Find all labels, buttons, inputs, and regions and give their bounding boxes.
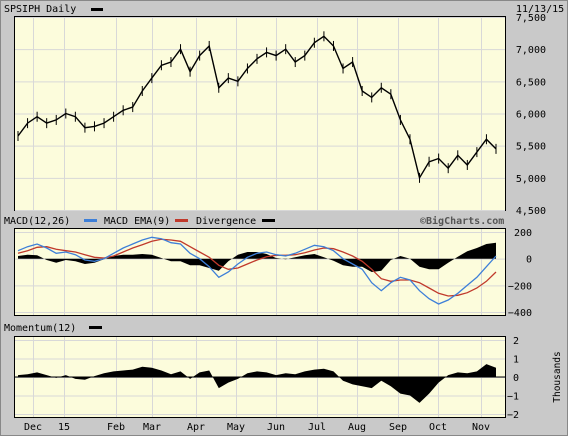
momentum-series [15,364,505,403]
momentum-y-tick-label: −2 [507,410,519,421]
macd-y-tick-label: 200 [514,228,532,239]
momentum-unit-label: Thousands [552,351,563,402]
price-y-tick-label: 4,500 [516,206,546,217]
divergence-label: Divergence [196,216,256,227]
x-tick-label: May [227,422,245,433]
x-tick-label: Sep [389,422,407,433]
momentum-legend-swatch [89,326,102,329]
macd-y-tick-label: −400 [508,308,532,319]
x-tick-label: Oct [429,422,447,433]
macd-line [17,236,497,305]
macd-y-tick-label: 0 [526,255,532,266]
price-series [17,31,497,183]
bigcharts-credit: ©BigCharts.com [420,215,504,227]
momentum-axis-labels: 2 1 0 −1 −2 [507,336,519,421]
x-tick-label: Jun [267,422,285,433]
chart-date: 11/13/15 [516,4,564,15]
x-tick-label: Jul [308,422,326,433]
macd-ema-line [17,238,497,297]
price-grid [15,17,505,211]
macd-ema-label: MACD EMA(9) [104,216,170,227]
x-tick-label: Aug [348,422,366,433]
x-tick-label: Mar [143,422,161,433]
momentum-label: Momentum(12) [4,323,76,334]
price-axis-labels: 4,500 5,000 5,500 6,000 6,500 7,000 7,500 [516,13,546,217]
macd-legend-swatch [84,219,97,222]
momentum-y-tick-label: 1 [513,355,519,366]
momentum-area [18,364,496,403]
x-tick-label: Apr [187,422,205,433]
price-y-tick-label: 7,500 [516,13,546,24]
price-legend-swatch [91,8,103,11]
price-y-tick-label: 5,000 [516,174,546,185]
price-y-tick-label: 7,000 [516,45,546,56]
price-y-tick-label: 5,500 [516,142,546,153]
momentum-header: Momentum(12) [4,323,102,334]
macd-y-tick-label: −200 [508,281,532,292]
divergence-area [18,242,496,272]
divergence-legend-swatch [262,219,275,222]
ema-legend-swatch [175,219,188,222]
price-y-tick-label: 6,500 [516,77,546,88]
x-tick-label: Feb [107,422,125,433]
macd-series [17,236,497,305]
momentum-y-tick-label: −1 [507,392,519,403]
x-tick-label: Dec [24,422,42,433]
momentum-y-tick-label: 2 [513,336,519,347]
macd-label: MACD(12,26) [4,216,70,227]
momentum-y-tick-label: 0 [513,373,519,384]
macd-panel [14,228,506,316]
x-axis-labels: Dec 15 Feb Mar Apr May Jun Jul Aug Sep Oct Nov [24,422,490,433]
macd-axis-labels: 200 0 −200 −400 [508,228,532,319]
x-tick-label: Nov [472,422,490,433]
x-tick-label: 15 [58,422,70,433]
price-header: SPSIPH Daily 11/13/15 [4,4,564,15]
price-y-tick-label: 6,000 [516,110,546,121]
symbol-label: SPSIPH Daily [4,4,76,15]
macd-header: MACD(12,26) MACD EMA(9) Divergence ©BigC… [4,215,504,227]
